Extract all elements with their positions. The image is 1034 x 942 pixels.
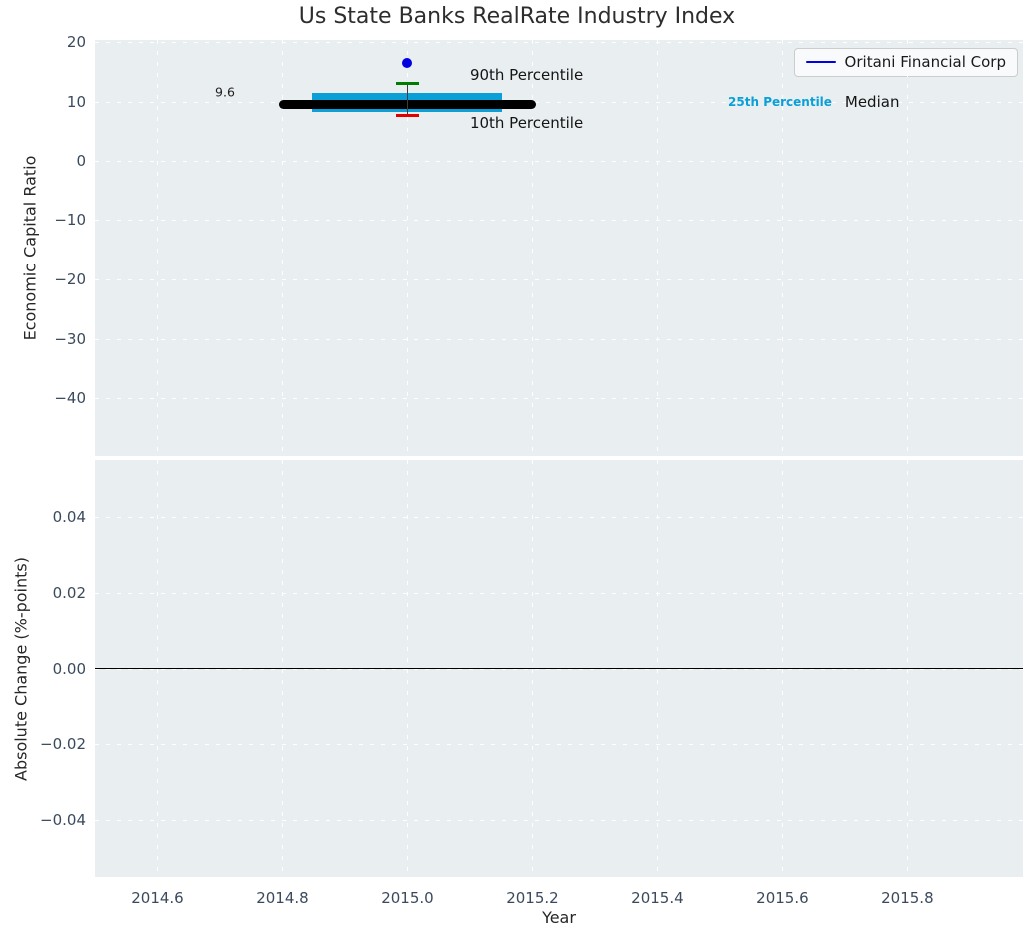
x-tick-label: 2015.2 — [506, 889, 559, 907]
annotation: 90th Percentile — [469, 65, 584, 84]
y-tick-label: −30 — [54, 329, 86, 348]
y-tick-label: 0.04 — [52, 508, 86, 527]
x-tick-label: 2015.0 — [381, 889, 434, 907]
y-gridline — [95, 220, 1023, 222]
x-gridline — [407, 40, 409, 456]
y-tick-label: −20 — [54, 270, 86, 289]
y-gridline — [95, 592, 1023, 594]
y-tick-label: 0.00 — [52, 659, 86, 678]
x-gridline — [657, 40, 659, 456]
y-gridline — [95, 819, 1023, 821]
whisker-line — [406, 83, 409, 116]
x-tick-label: 2015.4 — [631, 889, 684, 907]
x-tick-label: 2015.8 — [881, 889, 934, 907]
legend: Oritani Financial Corp — [793, 48, 1018, 77]
x-tick-label: 2015.6 — [756, 889, 809, 907]
x-axis-label: Year — [542, 908, 576, 927]
company-point — [402, 58, 413, 69]
y-tick-label: 10 — [66, 92, 86, 111]
x-gridline — [782, 40, 784, 456]
zero-line — [95, 667, 1023, 670]
y-gridline — [95, 279, 1023, 281]
x-gridline — [157, 40, 159, 456]
x-gridline — [907, 40, 909, 456]
y-tick-label: 0.02 — [52, 583, 86, 602]
top-plot-area: Oritani Financial Corp 9.6 90th Percentil… — [95, 40, 1023, 456]
y-gridline — [95, 101, 1023, 103]
x-tick-label: 2014.6 — [131, 889, 184, 907]
chart-title: Us State Banks RealRate Industry Index — [298, 4, 736, 29]
y-tick-label: 0 — [76, 151, 86, 170]
whisker-cap-90 — [396, 82, 419, 86]
x-gridline — [282, 40, 284, 456]
annotation: 10th Percentile — [469, 113, 584, 132]
y-gridline — [95, 517, 1023, 519]
y-tick-label: −10 — [54, 211, 86, 230]
y-tick-label: −0.04 — [40, 810, 86, 829]
x-tick-label: 2014.8 — [256, 889, 309, 907]
y-tick-label: −40 — [54, 388, 86, 407]
y-gridline — [95, 744, 1023, 746]
y-tick-label: −0.02 — [40, 735, 86, 754]
whisker-cap-10 — [396, 113, 419, 117]
legend-line-sample — [805, 60, 836, 64]
y-gridline — [95, 338, 1023, 340]
annotation: 9.6 — [215, 84, 235, 100]
y-tick-label: 20 — [66, 33, 86, 52]
bottom-plot-area — [95, 460, 1023, 877]
annotation: 25th Percentile — [728, 94, 832, 109]
y-gridline — [95, 160, 1023, 162]
legend-label: Oritani Financial Corp — [844, 53, 1006, 71]
y-gridline — [95, 42, 1023, 44]
y-axis-label-top: Economic Capital Ratio — [20, 155, 40, 341]
y-gridline — [95, 397, 1023, 399]
annotation: Median — [844, 92, 900, 111]
x-gridline — [532, 40, 534, 456]
